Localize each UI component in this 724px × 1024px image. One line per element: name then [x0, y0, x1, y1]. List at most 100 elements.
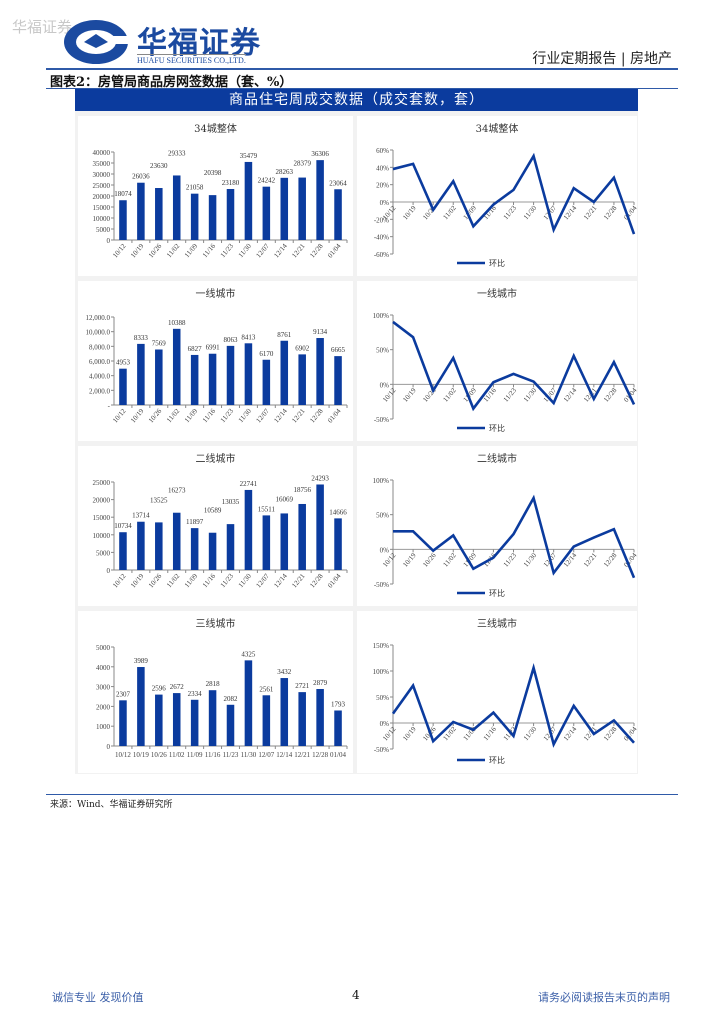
y-tick-label: 25000: [93, 182, 111, 190]
x-tick-label: 11/02: [169, 751, 185, 759]
chart-tier3-volume: 三线城市 0 1000 2000 3000 4000 5000 2307 10/12 3989 10…: [78, 611, 353, 773]
x-tick-label: 11/23: [219, 242, 236, 260]
x-tick-label: 10/12: [111, 407, 128, 425]
x-tick-label: 01/04: [326, 572, 343, 590]
data-label: 10388: [168, 319, 186, 327]
bar: [226, 524, 235, 570]
data-label: 13714: [132, 512, 150, 520]
source-note: 来源：Wind、华福证券研究所: [50, 800, 173, 810]
bar: [172, 328, 181, 405]
data-label: 10734: [114, 522, 132, 530]
chart-svg: 34城整体 0 5000 10000 15000 20000 25000 30000 35000…: [93, 122, 348, 260]
bar: [155, 694, 163, 746]
y-tick-label: 10000: [93, 532, 111, 540]
company-logo: 华福证券 HUAFU SECURITIES CO.,LTD.: [62, 18, 267, 66]
y-tick-label: 4000: [96, 664, 111, 672]
y-tick-label: 50%: [376, 347, 389, 355]
y-tick-label: 10,000.0: [86, 329, 111, 337]
x-tick-label: 01/04: [330, 751, 346, 759]
bar: [298, 177, 306, 240]
y-tick-label: -50%: [374, 746, 389, 754]
bar: [137, 667, 145, 746]
x-tick-label: 12/21: [582, 204, 599, 222]
x-tick-label: 12/14: [562, 725, 579, 743]
x-tick-label: 12/28: [602, 386, 619, 404]
data-label: 23064: [329, 179, 347, 187]
logo-mark-icon: [64, 20, 132, 64]
data-label: 6170: [259, 350, 274, 358]
y-tick-label: 2000: [96, 703, 111, 711]
y-tick-label: 0: [107, 237, 111, 245]
x-tick-label: 12/07: [254, 407, 271, 425]
y-tick-label: 0%: [380, 381, 390, 389]
chart-title: 三线城市: [477, 617, 517, 630]
data-label: 3989: [134, 657, 149, 665]
data-label: 6827: [188, 345, 203, 353]
bar: [316, 484, 324, 570]
chart-title: 34城整体: [476, 122, 519, 135]
data-label: 16273: [168, 487, 186, 495]
data-label: 8413: [241, 333, 256, 341]
bar: [226, 704, 235, 746]
x-tick-label: 12/14: [272, 242, 289, 260]
legend-label: 环比: [489, 588, 505, 598]
x-tick-label: 11/16: [201, 407, 218, 425]
y-tick-label: 50%: [376, 694, 389, 702]
x-tick-label: 12/21: [294, 751, 310, 759]
data-label: 4325: [241, 650, 256, 658]
y-tick-label: -: [108, 402, 111, 410]
x-tick-label: 10/26: [147, 242, 164, 260]
bar: [262, 186, 271, 240]
series-line: [391, 663, 635, 748]
data-label: 9134: [313, 328, 328, 336]
data-label: 2334: [188, 690, 203, 698]
data-label: 20398: [204, 169, 222, 177]
data-label: 14666: [329, 508, 347, 516]
y-tick-label: 40000: [93, 149, 111, 157]
x-tick-label: 11/09: [183, 242, 200, 260]
data-label: 18756: [293, 486, 311, 494]
y-tick-label: 15000: [93, 514, 111, 522]
x-tick-label: 11/30: [522, 204, 539, 222]
x-tick-label: 12/14: [272, 572, 289, 590]
y-tick-label: 0%: [380, 199, 390, 207]
chart-svg: 三线城市 0 1000 2000 3000 4000 5000 2307 10/12 3989 10…: [96, 617, 348, 759]
y-tick-label: 50%: [376, 512, 389, 520]
x-tick-label: 11/16: [201, 242, 218, 260]
x-tick-label: 11/02: [442, 204, 459, 222]
data-label: 26036: [132, 173, 150, 181]
y-tick-label: -60%: [374, 251, 389, 259]
bar: [280, 513, 289, 570]
watermark: 华福证券: [12, 18, 73, 36]
bar: [137, 343, 145, 405]
x-tick-label: 11/30: [237, 407, 254, 425]
data-label: 2596: [152, 685, 167, 693]
footer-slogan: 诚信专业 发现价值: [52, 991, 144, 1004]
bar: [316, 160, 324, 240]
x-tick-label: 10/12: [115, 751, 131, 759]
chart-svg: 一线城市 - 2,000.0 4,000.0 6,000.0 8,000.0 10,000.…: [86, 287, 348, 425]
chart-tier3-change: 三线城市 -50% 0% 50% 100% 150% 10/12 10/19 10/26 11/0…: [357, 611, 637, 773]
x-tick-label: 11/30: [237, 572, 254, 590]
chart-tier2-volume: 二线城市 0 5000 10000 15000 20000 25000 10734 10/12 1…: [78, 446, 353, 606]
x-tick-label: 10/19: [129, 242, 146, 260]
x-tick-label: 12/14: [562, 386, 579, 404]
x-tick-label: 11/02: [442, 386, 459, 404]
series-line: [393, 494, 636, 579]
y-tick-label: 100%: [373, 312, 390, 320]
bar: [155, 522, 163, 570]
bar: [208, 353, 217, 405]
bar: [262, 695, 271, 746]
bar: [244, 343, 253, 405]
x-tick-label: 01/04: [326, 407, 343, 425]
x-tick-label: 10/19: [401, 386, 418, 404]
data-label: 6665: [331, 346, 346, 354]
x-tick-label: 12/28: [312, 751, 328, 759]
bar: [280, 177, 289, 240]
y-tick-label: 100%: [373, 477, 390, 485]
x-tick-label: 10/12: [111, 242, 128, 260]
y-tick-label: -40%: [374, 234, 389, 242]
logo-text-en: HUAFU SECURITIES CO.,LTD.: [137, 54, 246, 65]
y-tick-label: 20000: [93, 497, 111, 505]
